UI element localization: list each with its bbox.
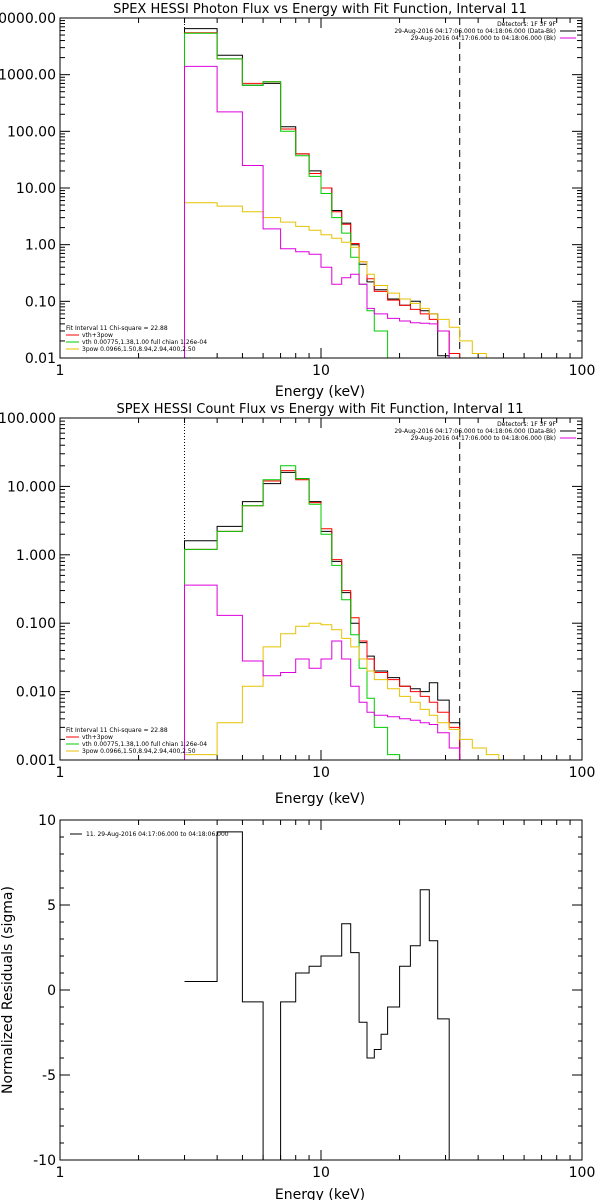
series-3-histogram	[184, 202, 487, 358]
y-tick-label: 0.01	[25, 351, 56, 367]
series-3-histogram	[184, 622, 510, 761]
photon-flux-panel: SPEX HESSI Photon Flux vs Energy with Fi…	[0, 2, 595, 400]
fit-legend-entry: 3pow 0.0966,1.50,8.94,2.94,400,2.50	[82, 346, 196, 353]
fit-legend-entry: Fit Interval 11 Chi-square = 22.88	[66, 325, 168, 332]
residuals-ylabel: Normalized Residuals (sigma)	[0, 886, 16, 1094]
series-0-histogram	[184, 471, 461, 760]
series-1-histogram	[184, 470, 461, 760]
legend-entry: 11. 29-Aug-2016 04:17:06.000 to 04:18:06…	[86, 831, 229, 838]
legend-entry: Detectors: 1F 3F 9F	[497, 421, 556, 428]
y-tick-label: -5	[42, 1068, 56, 1084]
fit-legend-entry: Fit Interval 11 Chi-square = 22.88	[66, 727, 168, 734]
x-tick-label: 10	[312, 363, 330, 379]
y-tick-label: 0	[47, 983, 56, 999]
photon-flux-title: SPEX HESSI Photon Flux vs Energy with Fi…	[113, 2, 527, 17]
photon-flux-xlabel: Energy (keV)	[275, 384, 365, 400]
y-tick-label: 1.000	[16, 548, 56, 564]
fit-legend-entry: vth 0.00775,1.38,1.00 full chian 1.26e-0…	[82, 339, 207, 346]
y-tick-label: 1000.00	[0, 68, 56, 84]
legend-entry: 29-Aug-2016 04:17:06.000 to 04:18:06.000…	[411, 35, 556, 42]
residuals-panel: Energy (keV) Normalized Residuals (sigma…	[0, 813, 595, 1200]
series-4-histogram	[184, 65, 460, 359]
x-tick-label: 100	[569, 1165, 596, 1181]
x-tick-label: 1	[56, 765, 65, 781]
x-tick-label: 100	[569, 765, 596, 781]
legend-entry: 29-Aug-2016 04:17:06.000 to 04:18:06.000…	[394, 428, 556, 435]
count-flux-xlabel: Energy (keV)	[275, 791, 365, 807]
fit-legend-entry: vth+3pow	[82, 332, 113, 339]
series-4-histogram	[184, 584, 461, 760]
y-tick-label: 10.00	[16, 181, 56, 197]
legend-entry: Detectors: 1F 3F 9F	[497, 21, 556, 28]
y-tick-label: 5	[47, 898, 56, 914]
count-flux-title: SPEX HESSI Count Flux vs Energy with Fit…	[116, 402, 523, 417]
legend-entry: 29-Aug-2016 04:17:06.000 to 04:18:06.000…	[394, 28, 556, 35]
y-tick-label: 0.10	[25, 294, 56, 310]
series-2-histogram	[184, 465, 401, 760]
count-flux-panel: SPEX HESSI Count Flux vs Energy with Fit…	[0, 402, 595, 807]
y-tick-label: 0.010	[16, 685, 56, 701]
y-tick-label: 1.00	[25, 238, 56, 254]
y-tick-label: 0.001	[16, 753, 56, 769]
x-tick-label: 100	[569, 363, 596, 379]
y-tick-label: 10	[38, 813, 56, 829]
series-2-histogram	[184, 32, 411, 359]
residuals-plot-frame	[59, 819, 583, 1161]
y-tick-label: 10000.00	[0, 11, 56, 27]
y-tick-label: 0.100	[16, 616, 56, 632]
residuals-xlabel: Energy (keV)	[275, 1187, 365, 1200]
x-tick-label: 1	[56, 363, 65, 379]
x-tick-label: 1	[56, 1165, 65, 1181]
legend-entry: 29-Aug-2016 04:17:06.000 to 04:18:06.000…	[411, 435, 556, 442]
fit-legend-entry: vth+3pow	[82, 734, 113, 741]
y-tick-label: 10.000	[7, 479, 56, 495]
x-tick-label: 10	[312, 1165, 330, 1181]
y-tick-label: 100.000	[0, 411, 56, 427]
series-0-histogram	[184, 831, 460, 1161]
count-flux-plot-frame	[59, 417, 583, 761]
x-tick-label: 10	[312, 765, 330, 781]
photon-flux-plot-frame	[59, 17, 583, 359]
y-tick-label: 100.00	[7, 124, 56, 140]
y-tick-label: -10	[33, 1153, 56, 1169]
fit-legend-entry: 3pow 0.0966,1.50,8.94,2.94,400,2.50	[82, 748, 196, 755]
fit-legend-entry: vth 0.00775,1.38,1.00 full chian 1.26e-0…	[82, 741, 207, 748]
